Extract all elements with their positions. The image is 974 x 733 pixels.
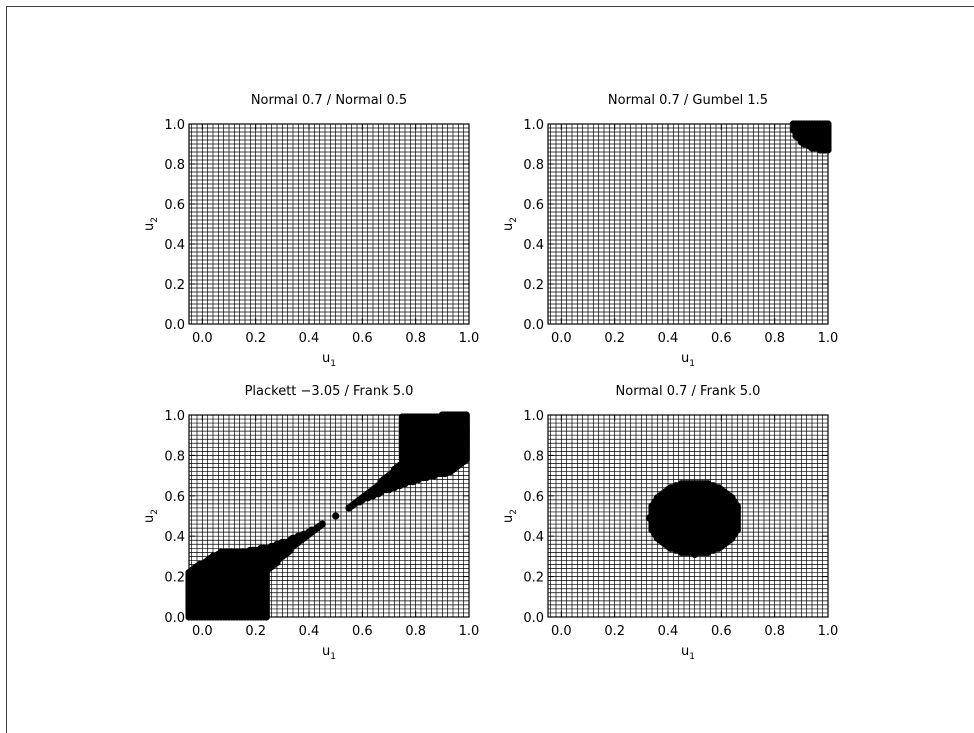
grid [189,123,470,325]
y-axis-label: u2 [501,217,519,231]
region-dot [733,502,741,510]
region-dot [332,512,340,520]
x-tick-label: 1.0 [818,331,839,346]
panel-1: Normal 0.7 / Normal 0.5 0.0 0.2 0.4 0.6 0.8 1.… [142,93,479,369]
x-tick-label: 0.2 [245,331,266,346]
x-tick-label: 0.6 [352,331,373,346]
x-axis-label: u1 [322,351,336,369]
x-tick-label: 0.8 [405,331,426,346]
region-dot [318,520,326,528]
panel-title: Plackett −3.05 / Frank 5.0 [245,384,414,399]
y-tick-label: 0.6 [523,490,544,505]
y-tick-label: 0.6 [523,198,544,213]
plot-frame [547,414,829,618]
panel-title: Normal 0.7 / Frank 5.0 [616,384,761,399]
y-tick-label: 0.8 [164,158,185,173]
x-tick-label: 0.2 [604,331,625,346]
y-tick-label: 0.4 [523,238,544,253]
panel-4: Normal 0.7 / Frank 5.0 0.0 0.2 0.4 0.6 0.8 1.0… [501,384,838,662]
y-tick-label: 1.0 [164,118,185,133]
x-tick-label: 0.8 [764,331,785,346]
x-tick-label: 1.0 [459,331,480,346]
y-tick-label: 0.6 [164,198,185,213]
page-frame [6,6,974,733]
x-tick-label: 0.0 [192,624,213,639]
x-axis-label: u1 [681,351,695,369]
x-axis-label: u1 [322,644,336,662]
y-tick-label: 0.8 [523,449,544,464]
grid [548,123,829,325]
y-tick-label: 1.0 [164,409,185,424]
x-tick-label: 0.0 [192,331,213,346]
x-tick-label: 0.4 [658,331,679,346]
x-tick-label: 0.0 [551,331,572,346]
y-tick-label: 0.0 [523,318,544,333]
y-tick-label: 0.0 [523,611,544,626]
x-tick-label: 0.4 [299,624,320,639]
y-tick-label: 1.0 [523,118,544,133]
rejection-region [645,480,741,559]
plot-frame [547,123,829,325]
panel-title: Normal 0.7 / Normal 0.5 [251,93,407,108]
x-tick-label: 1.0 [818,624,839,639]
x-tick-label: 0.0 [551,624,572,639]
y-tick-label: 0.4 [523,530,544,545]
panel-title: Normal 0.7 / Gumbel 1.5 [608,93,768,108]
panel-3: Plackett −3.05 / Frank 5.0 0.0 0.2 0.4 0.6 0.… [142,384,479,662]
y-axis-label: u2 [142,217,160,231]
y-tick-label: 0.8 [164,449,185,464]
y-tick-label: 0.8 [523,158,544,173]
panel-2: Normal 0.7 / Gumbel 1.5 0.0 0.2 0.4 0.6 0.8 1.… [501,93,838,369]
x-tick-label: 0.2 [604,624,625,639]
y-tick-label: 0.4 [164,530,185,545]
x-tick-label: 1.0 [459,624,480,639]
y-tick-label: 0.6 [164,490,185,505]
x-tick-label: 0.4 [658,624,679,639]
y-tick-label: 1.0 [523,409,544,424]
x-tick-label: 0.6 [711,624,732,639]
plot-frame [188,123,470,325]
y-axis-label: u2 [142,509,160,523]
x-axis-label: u1 [681,644,695,662]
x-tick-label: 0.8 [405,624,426,639]
y-axis-label: u2 [501,509,519,523]
y-tick-label: 0.2 [164,278,185,293]
y-tick-label: 0.4 [164,238,185,253]
y-tick-label: 0.2 [164,571,185,586]
y-tick-label: 0.2 [523,278,544,293]
x-tick-label: 0.8 [764,624,785,639]
x-tick-label: 0.4 [299,331,320,346]
plot-frame [188,414,470,618]
y-tick-label: 0.0 [164,318,185,333]
y-tick-label: 0.0 [164,611,185,626]
y-tick-label: 0.2 [523,571,544,586]
x-tick-label: 0.6 [711,331,732,346]
x-tick-label: 0.2 [245,624,266,639]
x-tick-label: 0.6 [352,624,373,639]
